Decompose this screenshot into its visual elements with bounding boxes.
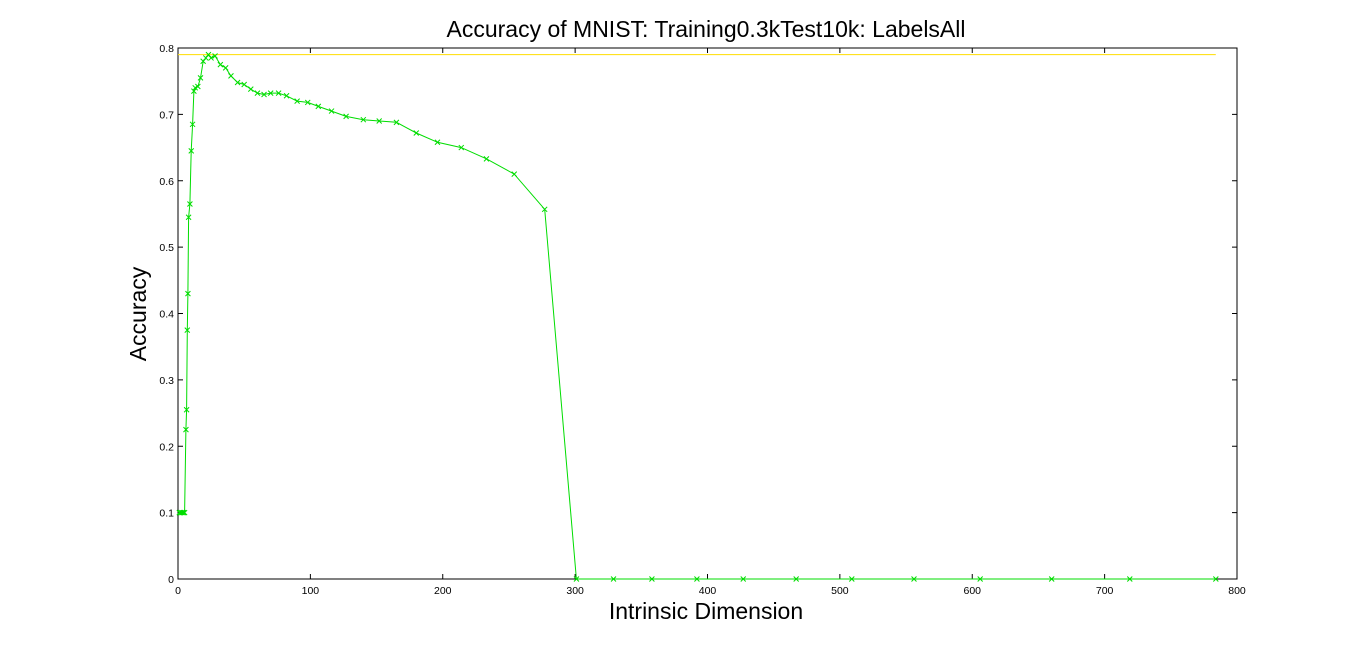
series-0-point: [1212, 576, 1219, 582]
series-0-point: [275, 90, 282, 96]
y-axis: 0 0.1 0.2 0.3 0.4 0.5 0.6 0.7 0.8: [159, 43, 1237, 586]
x-tick-label: 300: [566, 585, 584, 597]
y-tick-label: 0.4: [159, 309, 174, 321]
series-0-point: [180, 509, 187, 516]
series-0-point: [183, 406, 190, 413]
series-0-point: [188, 148, 195, 154]
series-0-point: [343, 113, 349, 120]
series-0-point: [848, 576, 855, 582]
series-0-point: [217, 61, 224, 68]
series-0-point: [793, 576, 800, 582]
series-0-point: [261, 91, 267, 98]
series-0-point: [434, 139, 441, 146]
series-0-point: [254, 90, 261, 96]
series-0-point: [208, 55, 214, 61]
series-0-point: [187, 201, 193, 207]
series-0-point: [328, 108, 335, 114]
y-tick-label: 0.6: [159, 176, 174, 188]
y-axis-label: Accuracy: [125, 266, 151, 361]
y-tick-label: 0.1: [159, 508, 174, 520]
series-0-point: [1048, 576, 1055, 582]
x-tick-label: 700: [1096, 585, 1114, 597]
series-0-point: [304, 99, 311, 106]
series-0-point: [212, 53, 218, 59]
series-0-point: [234, 79, 241, 86]
series-0-point: [393, 119, 400, 126]
series-0-point: [483, 155, 490, 162]
y-tick-label: 0: [168, 574, 174, 586]
x-axis: 0 100 200 300 400 500 600 700 800: [175, 48, 1246, 597]
series-0-point: [511, 171, 518, 177]
y-tick-label: 0.2: [159, 441, 174, 453]
series-0-point: [610, 576, 617, 582]
series-0-point: [184, 327, 191, 333]
series-0-point: [649, 576, 655, 582]
series-0-point: [694, 576, 700, 582]
y-tick-label: 0.5: [159, 242, 174, 254]
series-0-point: [573, 576, 580, 582]
x-tick-label: 800: [1228, 585, 1246, 597]
series-0-point: [376, 118, 383, 124]
series-0-point: [241, 81, 248, 88]
x-tick-label: 400: [699, 585, 717, 597]
series-0-point: [294, 98, 300, 104]
series-0-point: [911, 576, 917, 582]
series-0-point: [185, 290, 191, 297]
series-0-point: [977, 576, 984, 582]
x-tick-label: 0: [175, 585, 181, 597]
series-layer: [176, 51, 1219, 582]
x-axis-label: Intrinsic Dimension: [609, 598, 803, 624]
x-tick-label: 500: [831, 585, 849, 597]
series-0-point: [458, 144, 465, 151]
series-0-point: [228, 73, 234, 79]
series-0-point: [195, 83, 201, 90]
series-0-point: [283, 92, 290, 99]
x-tick-label: 100: [302, 585, 320, 597]
y-tick-label: 0.8: [159, 43, 174, 55]
series-0-point: [541, 206, 548, 213]
series-0-point: [1126, 576, 1133, 582]
x-tick-label: 600: [963, 585, 981, 597]
series-0-point: [247, 86, 254, 93]
series-0-point: [413, 130, 420, 136]
series-0-point: [191, 88, 197, 94]
series-0-point: [181, 509, 188, 516]
chart-title: Accuracy of MNIST: Training0.3kTest10k: …: [446, 16, 965, 42]
series-0-point: [267, 90, 274, 96]
series-0-point: [189, 121, 196, 128]
y-tick-label: 0.3: [159, 375, 174, 387]
x-tick-label: 200: [434, 585, 452, 597]
series-0-point: [315, 103, 322, 110]
series-0-point: [183, 426, 189, 433]
series-0-point: [740, 576, 747, 582]
series-0-point: [197, 75, 204, 81]
series-0-point: [222, 65, 229, 71]
plot-area: [177, 47, 1238, 580]
series-0-point: [360, 116, 367, 123]
series-0-point: [185, 214, 192, 221]
y-tick-label: 0.7: [159, 109, 174, 121]
